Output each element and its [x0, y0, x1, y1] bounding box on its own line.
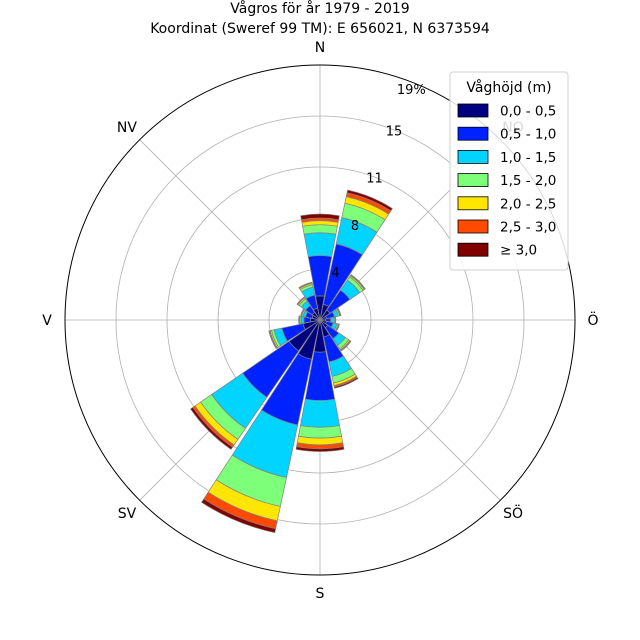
polar-frame — [64, 64, 576, 576]
direction-label: N — [315, 40, 325, 56]
legend-label: 0,5 - 1,0 — [500, 127, 556, 143]
rose-bar-segment — [300, 308, 304, 317]
legend-swatch — [457, 103, 489, 118]
grid-spoke — [319, 319, 501, 501]
direction-label: SV — [118, 506, 137, 522]
legend-label: 1,5 - 2,0 — [500, 173, 556, 189]
rose-bar-segment — [337, 307, 342, 317]
legend-label: 1,0 - 1,5 — [500, 150, 556, 166]
legend-label: 0,0 - 0,5 — [500, 104, 556, 120]
rose-bar-segment — [298, 281, 313, 289]
legend-box — [449, 71, 569, 271]
rose-bar-segment — [296, 296, 305, 305]
legend-swatch — [457, 173, 489, 188]
direction-label: NV — [117, 120, 137, 136]
rose-bar-segment — [190, 406, 234, 450]
legend-swatch — [457, 126, 489, 141]
legend-swatch — [457, 242, 489, 257]
direction-label: SÖ — [503, 504, 523, 522]
rose-bar-segment — [298, 315, 300, 325]
direction-label: S — [316, 586, 325, 602]
rose-bar-segment — [346, 189, 393, 212]
rose-bar-segment — [333, 376, 359, 389]
chart-subtitle: Koordinat (Sweref 99 TM): E 656021, N 63… — [150, 21, 490, 37]
radial-tick-label: 19% — [397, 83, 426, 98]
chart-title: Vågros för år 1979 - 2019 — [230, 0, 409, 17]
rose-bar-segment — [350, 274, 366, 290]
radial-tick-label: 4 — [331, 266, 339, 281]
legend-swatch — [457, 196, 489, 211]
rose-bar-segment — [300, 398, 340, 428]
rose-bar-segment — [336, 323, 340, 332]
rose-bar-segment — [201, 498, 277, 534]
rose-bar-segment — [302, 224, 338, 235]
legend-label: 2,5 - 3,0 — [500, 220, 556, 236]
radial-tick-label: 15 — [386, 125, 403, 140]
radial-tick-labels: 4 8 11 15 19% — [331, 83, 425, 281]
rose-bar-segment — [303, 232, 337, 258]
radial-tick-label: 11 — [366, 172, 383, 187]
grid-spoke — [139, 139, 321, 321]
legend: Våghöjd (m) 0,0 - 0,5 0,5 - 1,0 1,0 - 1,5 1… — [449, 71, 569, 271]
rose-bar-segment — [300, 213, 340, 221]
direction-label: Ö — [587, 311, 598, 329]
rose-bar-segment — [295, 446, 345, 452]
rose-bars — [190, 189, 393, 534]
legend-swatch — [457, 149, 489, 164]
legend-title: Våghöjd (m) — [466, 79, 551, 96]
legend-label: 2,0 - 2,5 — [500, 196, 556, 212]
rose-bar-segment — [298, 425, 342, 439]
legend-label: ≥ 3,0 — [500, 243, 537, 259]
rose-bar-segment — [340, 340, 352, 352]
legend-swatch — [457, 219, 489, 234]
rose-bar-segment — [268, 330, 278, 349]
direction-label: V — [42, 313, 52, 329]
radial-tick-label: 8 — [351, 219, 359, 234]
